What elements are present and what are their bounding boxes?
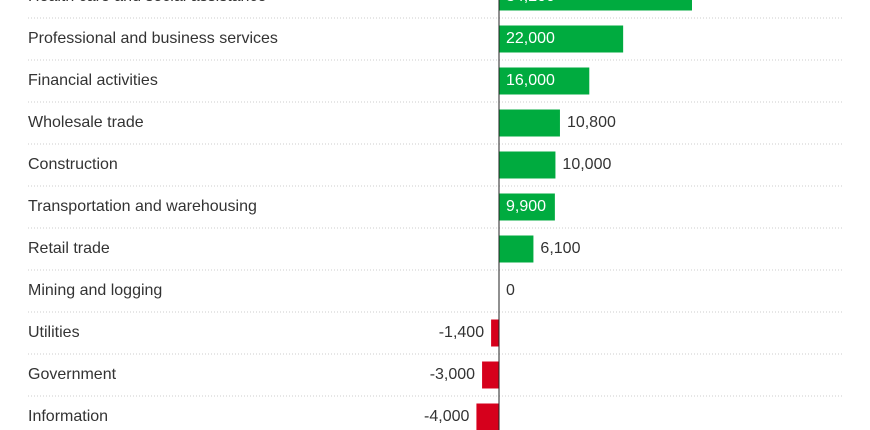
bar bbox=[499, 109, 560, 137]
bar bbox=[499, 67, 590, 95]
bar bbox=[482, 361, 499, 389]
bar bbox=[499, 25, 624, 53]
value-label: 22,000 bbox=[506, 30, 555, 47]
category-label: Mining and logging bbox=[28, 282, 162, 299]
value-label: 0 bbox=[506, 282, 515, 299]
category-label: Wholesale trade bbox=[28, 114, 144, 131]
category-label: Information bbox=[28, 408, 108, 425]
category-label: Utilities bbox=[28, 324, 80, 341]
category-label: Health care and social assistance bbox=[28, 0, 266, 5]
category-label: Construction bbox=[28, 156, 118, 173]
category-label: Transportation and warehousing bbox=[28, 198, 257, 215]
bar bbox=[499, 0, 692, 11]
value-label: 9,900 bbox=[506, 198, 546, 215]
value-label: 16,000 bbox=[506, 72, 555, 89]
category-label: Professional and business services bbox=[28, 30, 278, 47]
value-label: 10,800 bbox=[567, 114, 616, 131]
category-label: Government bbox=[28, 366, 117, 383]
value-label: 10,000 bbox=[562, 156, 611, 173]
value-label: -4,000 bbox=[424, 408, 469, 425]
bar bbox=[499, 151, 556, 179]
value-label: 6,100 bbox=[540, 240, 580, 257]
value-label: -3,000 bbox=[430, 366, 475, 383]
bar bbox=[491, 319, 499, 347]
category-label: Financial activities bbox=[28, 72, 158, 89]
bar bbox=[476, 403, 499, 430]
bar bbox=[499, 193, 555, 221]
category-label: Retail trade bbox=[28, 240, 110, 257]
bar bbox=[499, 235, 534, 263]
value-label: 34,200 bbox=[506, 0, 555, 5]
value-label: -1,400 bbox=[439, 324, 484, 341]
